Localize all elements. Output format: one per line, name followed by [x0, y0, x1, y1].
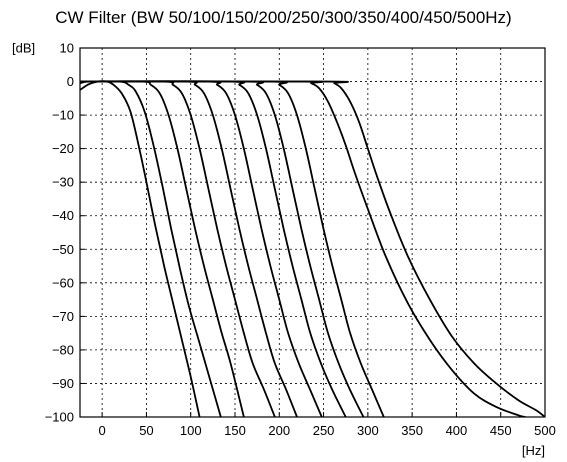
series-line-9	[80, 80, 385, 417]
series-line-7	[80, 80, 347, 417]
series-layer	[80, 80, 545, 417]
series-line-11	[80, 80, 545, 417]
series-line-4	[80, 80, 276, 417]
y-tick-label: −80	[52, 342, 74, 357]
y-tick-label: −70	[52, 309, 74, 324]
x-tick-label: 0	[99, 423, 106, 438]
series-line-8	[80, 80, 365, 417]
y-tick-label: −20	[52, 141, 74, 156]
chart-title: CW Filter (BW 50/100/150/200/250/300/350…	[55, 8, 512, 27]
x-axis-unit-label: [Hz]	[522, 443, 545, 458]
x-tick-label: 450	[490, 423, 512, 438]
x-tick-label: 150	[224, 423, 246, 438]
x-tick-label: 300	[357, 423, 379, 438]
x-tick-label: 50	[139, 423, 153, 438]
x-tick-label: 250	[313, 423, 335, 438]
y-tick-label: −90	[52, 376, 74, 391]
x-tick-label: 100	[180, 423, 202, 438]
y-tick-label: −10	[52, 108, 74, 123]
label-layer: 0 50 100 150 200 250 300 350 400 450 500100−10−20−…	[45, 41, 556, 439]
series-line-5	[80, 80, 298, 417]
y-tick-label: −100	[45, 410, 74, 425]
y-tick-label: 10	[60, 41, 74, 56]
y-tick-label: −50	[52, 242, 74, 257]
x-tick-label: 500	[534, 423, 556, 438]
x-tick-label: 400	[446, 423, 468, 438]
y-tick-label: −60	[52, 275, 74, 290]
x-tick-label: 200	[268, 423, 290, 438]
series-line-10	[80, 80, 526, 417]
y-tick-label: 0	[67, 74, 74, 89]
grid-layer	[80, 48, 545, 417]
tick-layer	[80, 47, 546, 418]
y-axis-unit-label: [dB]	[12, 41, 35, 56]
plot-frame	[79, 47, 546, 418]
series-line-3	[80, 80, 245, 417]
y-tick-label: −30	[52, 175, 74, 190]
y-tick-label: −40	[52, 208, 74, 223]
series-line-6	[80, 80, 323, 417]
x-tick-label: 350	[401, 423, 423, 438]
